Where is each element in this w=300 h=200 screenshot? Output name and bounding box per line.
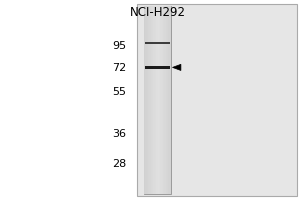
Bar bbox=[145, 42, 170, 44]
Bar bbox=[161, 6, 163, 194]
Bar bbox=[144, 6, 171, 194]
Polygon shape bbox=[172, 64, 181, 70]
Text: 28: 28 bbox=[112, 159, 126, 169]
Bar bbox=[160, 6, 162, 194]
Bar bbox=[168, 6, 170, 194]
Text: 72: 72 bbox=[112, 63, 126, 73]
Text: 95: 95 bbox=[112, 41, 126, 51]
Bar bbox=[147, 6, 148, 194]
Text: 36: 36 bbox=[112, 129, 126, 139]
Bar bbox=[148, 6, 149, 194]
Text: 55: 55 bbox=[112, 87, 126, 97]
Bar bbox=[166, 6, 167, 194]
Bar bbox=[158, 6, 159, 194]
Bar bbox=[149, 6, 151, 194]
Bar bbox=[156, 6, 158, 194]
Bar bbox=[163, 6, 164, 194]
Bar bbox=[154, 6, 155, 194]
Bar bbox=[146, 6, 147, 194]
Bar bbox=[164, 6, 166, 194]
Bar bbox=[145, 66, 170, 69]
Bar bbox=[155, 6, 156, 194]
Bar bbox=[167, 6, 168, 194]
Bar bbox=[136, 4, 297, 196]
Text: NCI-H292: NCI-H292 bbox=[130, 5, 185, 19]
Bar bbox=[152, 6, 153, 194]
Bar bbox=[159, 6, 160, 194]
Bar bbox=[144, 6, 145, 194]
Bar bbox=[170, 6, 171, 194]
Bar bbox=[151, 6, 152, 194]
